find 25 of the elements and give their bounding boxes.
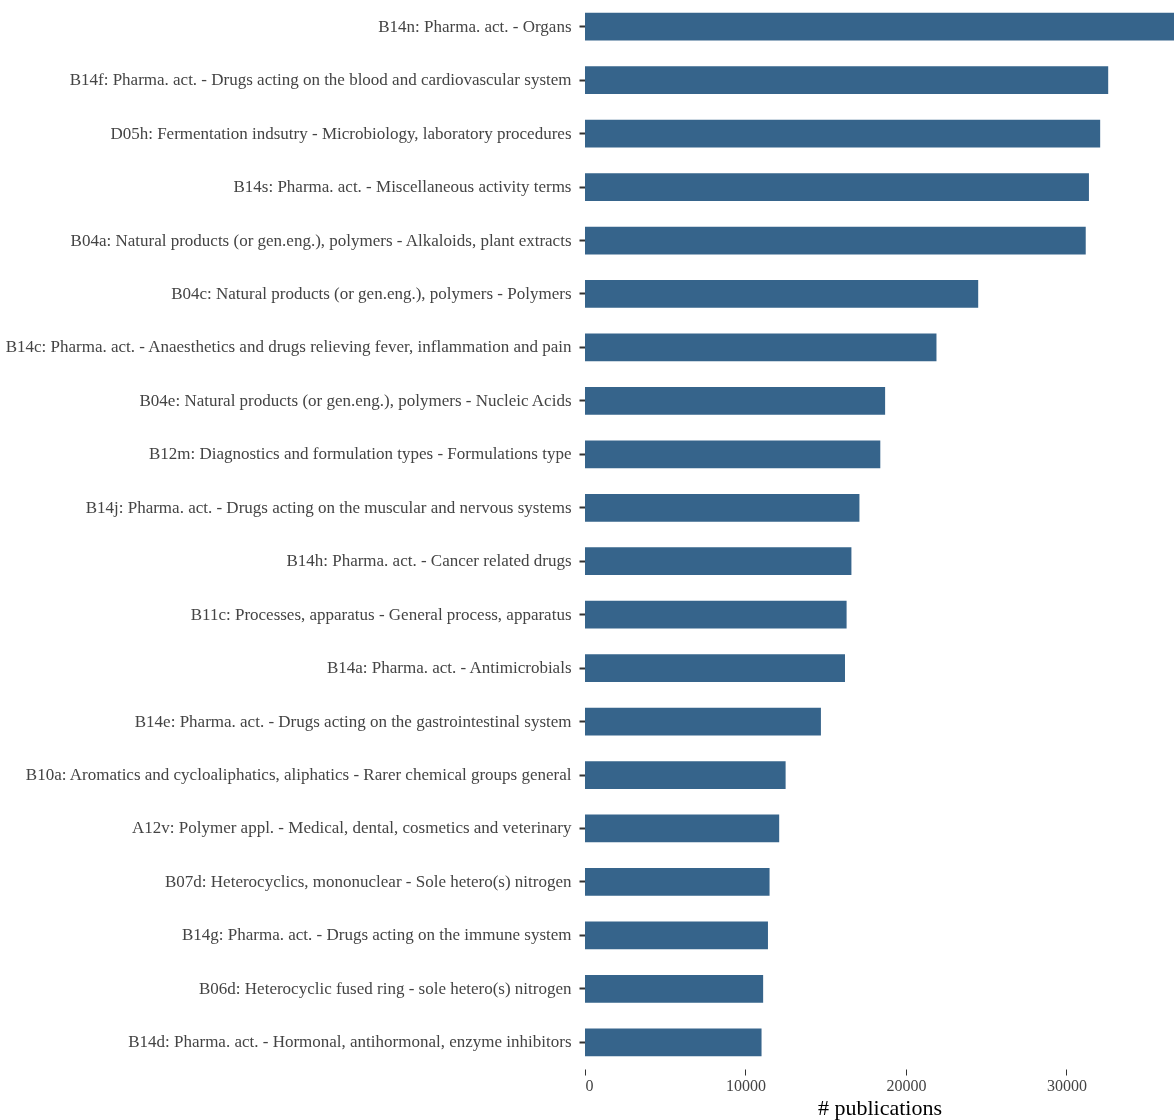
y-tick-label: D05h: Fermentation indsutry - Microbiology, laboratory procedures	[110, 123, 572, 143]
y-tick-label: B14f: Pharma. act. - Drugs acting on the blood and cardiovascular system	[69, 70, 572, 90]
y-tick-label: B10a: Aromatics and cycloaliphatics, aliphatics - Rarer chemical groups general	[25, 765, 572, 785]
y-tick-label: B12m: Diagnostics and formulation types - Formulations type	[148, 444, 572, 464]
y-tick-label: B04c: Natural products (or gen.eng.), polymers - Polymers	[171, 283, 572, 303]
y-tick-label: B14g: Pharma. act. - Drugs acting on the immune system	[181, 925, 572, 945]
x-tick-label: 20000	[886, 1076, 927, 1094]
y-tick-label: B14e: Pharma. act. - Drugs acting on the gastrointestinal system	[134, 711, 572, 731]
y-tick-label: B04e: Natural products (or gen.eng.), polymers - Nucleic Acids	[139, 390, 572, 410]
y-tick-label: B14s: Pharma. act. - Miscellaneous activity terms	[233, 177, 572, 197]
x-tick-label: 30000	[1046, 1076, 1087, 1094]
y-tick-label: B06d: Heterocyclic fused ring - sole hetero(s) nitrogen	[199, 978, 572, 998]
y-tick-label: B14j: Pharma. act. - Drugs acting on the muscular and nervous systems	[85, 497, 572, 517]
y-tick-label: A12v: Polymer appl. - Medical, dental, cosmetics and veterinary	[131, 818, 572, 838]
y-tick-label: B14n: Pharma. act. - Organs	[378, 16, 572, 36]
y-tick-label: B04a: Natural products (or gen.eng.), polymers - Alkaloids, plant extracts	[70, 230, 572, 250]
y-tick-label: B14c: Pharma. act. - Anaesthetics and drugs relieving fever, inflammation and pain	[5, 337, 572, 357]
x-axis-title: # publications	[817, 1094, 943, 1120]
x-tick-label: 0	[585, 1076, 594, 1094]
y-tick-label: B14a: Pharma. act. - Antimicrobials	[326, 658, 572, 678]
y-tick-label: B14h: Pharma. act. - Cancer related drugs	[286, 551, 572, 571]
x-tick-label: 10000	[725, 1076, 766, 1094]
y-tick-label: B14d: Pharma. act. - Hormonal, antihormonal, enzyme inhibitors	[128, 1032, 572, 1052]
y-tick-label: B11c: Processes, apparatus - General process, apparatus	[190, 604, 572, 624]
y-tick-label: B07d: Heterocyclics, mononuclear - Sole hetero(s) nitrogen	[165, 871, 572, 891]
